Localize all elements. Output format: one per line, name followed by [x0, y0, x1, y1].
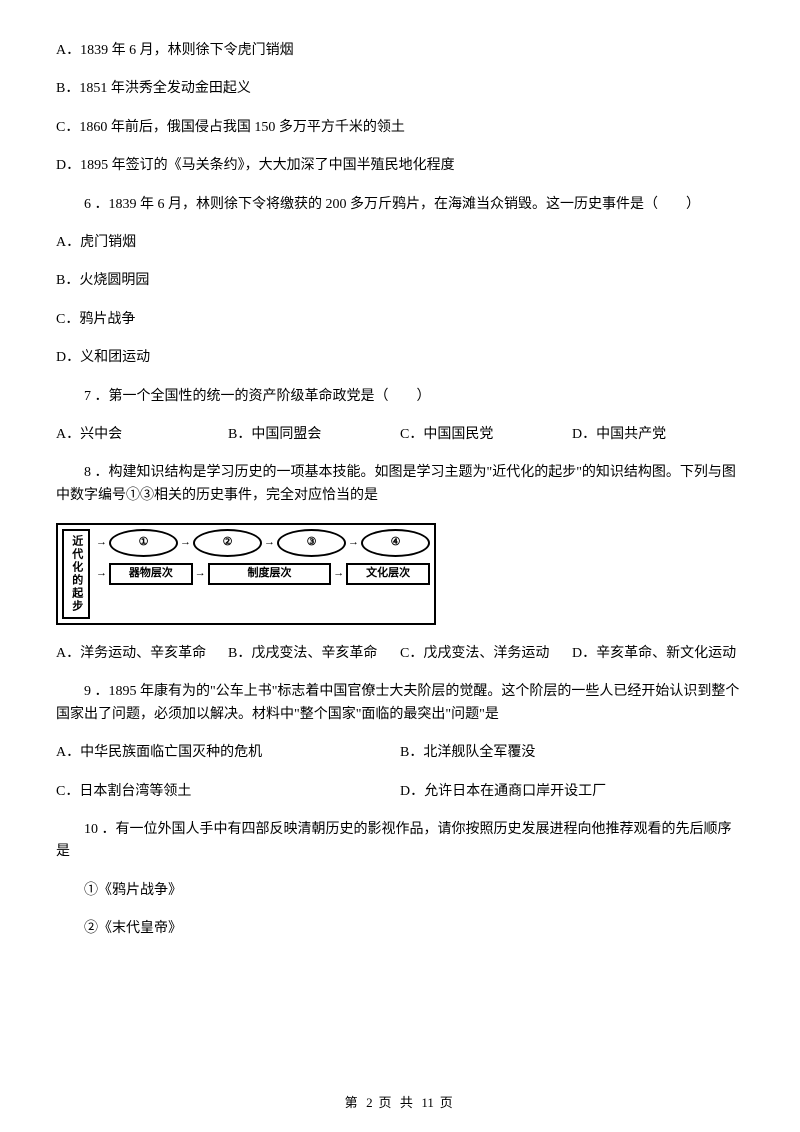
footer-text-b: 页 共: [373, 1095, 422, 1110]
q6-option-b: B．火烧圆明园: [56, 270, 744, 292]
page-footer: 第 2 页 共 11 页: [0, 1093, 800, 1114]
q8-option-a: A．洋务运动、辛亥革命: [56, 643, 228, 665]
q9-option-d: D．允许日本在通商口岸开设工厂: [400, 781, 744, 803]
q9-stem: 9 ．1895 年康有为的"公车上书"标志着中国官僚士大夫阶层的觉醒。这个阶层的…: [56, 681, 744, 726]
q6-option-a: A．虎门销烟: [56, 232, 744, 254]
arrow-icon: →: [94, 534, 109, 552]
q7-stem: 7 ．第一个全国性的统一的资产阶级革命政党是（ ）: [56, 386, 744, 408]
diagram-oval-2: ②: [193, 529, 262, 557]
q5-option-c: C．1860 年前后，俄国侵占我国 150 多万平方千米的领土: [56, 117, 744, 139]
diagram-rect-2: 制度层次: [208, 563, 332, 585]
q5-option-d: D．1895 年签订的《马关条约》，大大加深了中国半殖民地化程度: [56, 155, 744, 177]
q9-options-row1: A．中华民族面临亡国灭种的危机 B．北洋舰队全军覆没: [56, 742, 744, 764]
diagram-top-row: → ① → ② → ③ → ④: [94, 529, 430, 557]
footer-text-c: 页: [434, 1095, 455, 1110]
q6-option-c: C．鸦片战争: [56, 309, 744, 331]
q8-options-row: A．洋务运动、辛亥革命 B．戊戌变法、辛亥革命 C．戊戌变法、洋务运动 D．辛亥…: [56, 643, 744, 665]
diagram-left-label: 近代化的起步: [62, 529, 90, 619]
q6-stem: 6 ．1839 年 6 月，林则徐下令将缴获的 200 多万斤鸦片，在海滩当众销…: [56, 194, 744, 216]
arrow-icon: →: [94, 565, 109, 583]
q7-option-a: A．兴中会: [56, 424, 228, 446]
footer-text-a: 第: [345, 1095, 366, 1110]
q7-options-row: A．兴中会 B．中国同盟会 C．中国国民党 D．中国共产党: [56, 424, 744, 446]
diagram-bottom-row: → 器物层次 → 制度层次 → 文化层次: [94, 563, 430, 585]
q8-option-c: C．戊戌变法、洋务运动: [400, 643, 572, 665]
q9-option-c: C．日本割台湾等领土: [56, 781, 400, 803]
diagram-oval-3: ③: [277, 529, 346, 557]
q10-stem: 10 ．有一位外国人手中有四部反映清朝历史的影视作品，请你按照历史发展进程向他推…: [56, 819, 744, 864]
q8-stem: 8 ．构建知识结构是学习历史的一项基本技能。如图是学习主题为"近代化的起步"的知…: [56, 462, 744, 507]
q8-option-b: B．戊戌变法、辛亥革命: [228, 643, 400, 665]
diagram-rect-3: 文化层次: [346, 563, 430, 585]
diagram-rect-1: 器物层次: [109, 563, 193, 585]
q8-option-d: D．辛亥革命、新文化运动: [572, 643, 744, 665]
q5-option-a: A．1839 年 6 月，林则徐下令虎门销烟: [56, 40, 744, 62]
q10-option-2: ②《末代皇帝》: [56, 918, 744, 940]
q5-option-b: B．1851 年洪秀全发动金田起义: [56, 78, 744, 100]
arrow-icon: →: [346, 534, 361, 552]
diagram-oval-4: ④: [361, 529, 430, 557]
arrow-icon: →: [178, 534, 193, 552]
q9-option-b: B．北洋舰队全军覆没: [400, 742, 744, 764]
footer-total: 11: [421, 1095, 434, 1110]
arrow-icon: →: [262, 534, 277, 552]
q9-options-row2: C．日本割台湾等领土 D．允许日本在通商口岸开设工厂: [56, 781, 744, 803]
arrow-icon: →: [331, 565, 346, 583]
q7-option-d: D．中国共产党: [572, 424, 744, 446]
diagram-oval-1: ①: [109, 529, 178, 557]
arrow-icon: →: [193, 565, 208, 583]
q7-option-c: C．中国国民党: [400, 424, 572, 446]
q9-option-a: A．中华民族面临亡国灭种的危机: [56, 742, 400, 764]
q8-diagram: 近代化的起步 → ① → ② → ③ → ④ → 器物层次 → 制度层次: [56, 523, 744, 625]
q10-option-1: ①《鸦片战争》: [56, 880, 744, 902]
q6-option-d: D．义和团运动: [56, 347, 744, 369]
q7-option-b: B．中国同盟会: [228, 424, 400, 446]
